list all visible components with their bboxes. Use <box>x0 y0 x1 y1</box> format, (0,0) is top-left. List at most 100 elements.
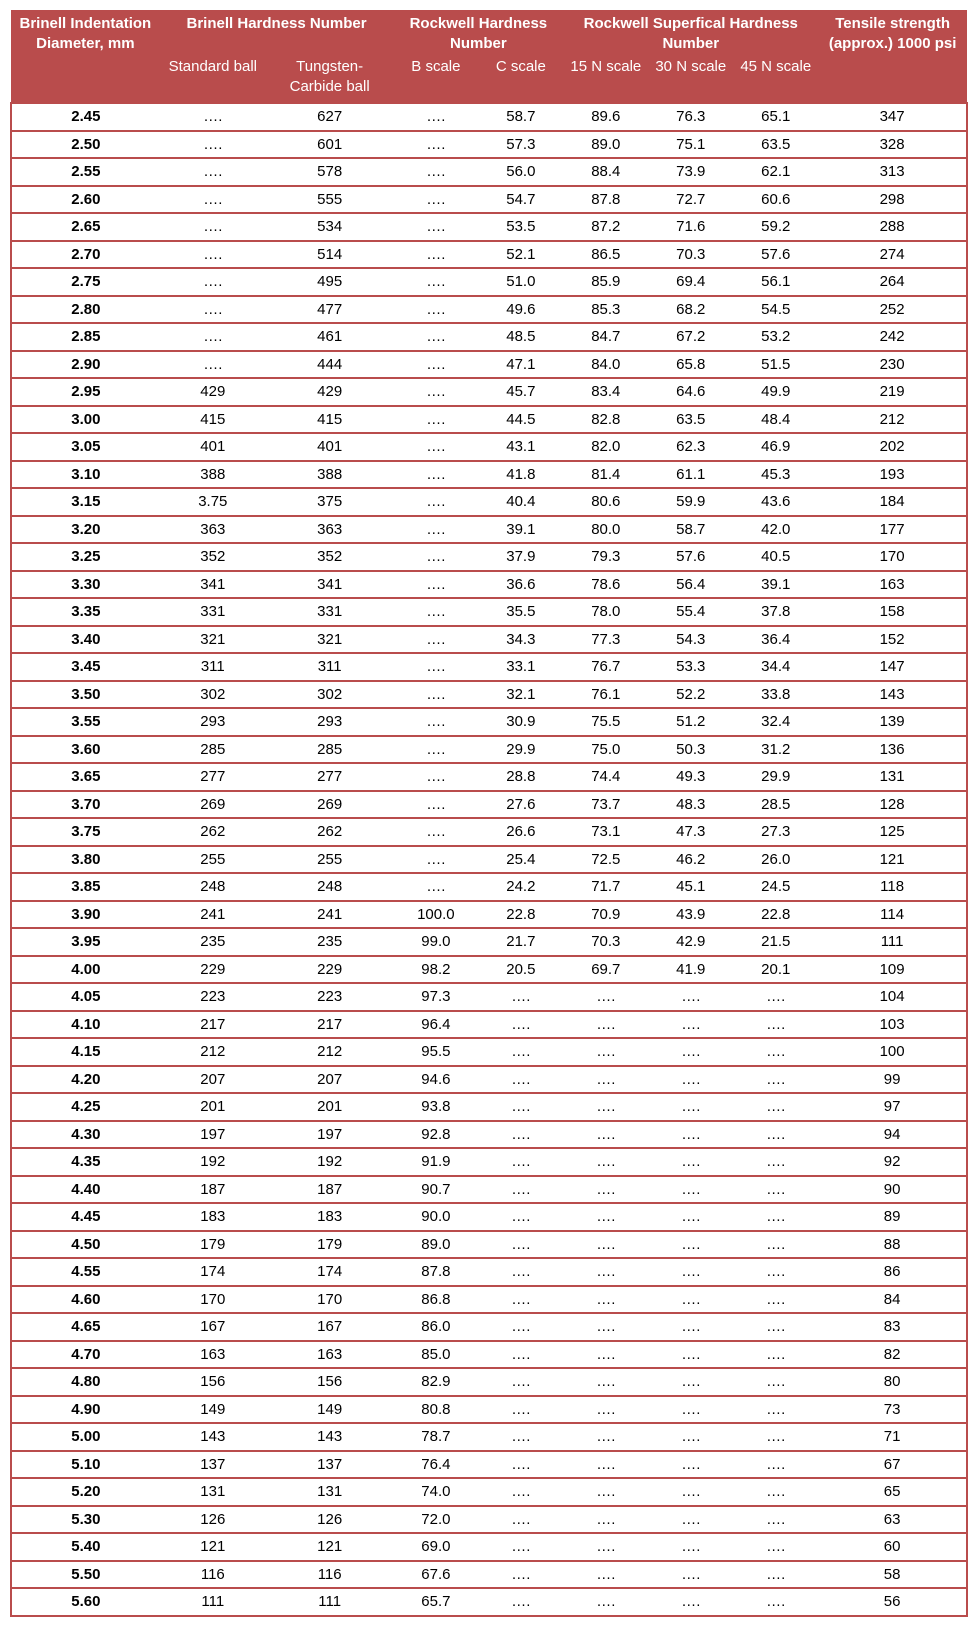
cell-n15: 89.6 <box>563 103 648 131</box>
cell-n15: …. <box>563 1038 648 1066</box>
cell-std_ball: 331 <box>160 598 266 626</box>
cell-c_scale: …. <box>478 1093 563 1121</box>
table-row: 5.1013713776.4….….….….67 <box>11 1451 967 1479</box>
cell-tc_ball: 341 <box>266 571 393 599</box>
cell-c_scale: 56.0 <box>478 158 563 186</box>
cell-n30: 76.3 <box>648 103 733 131</box>
cell-tensile: 158 <box>818 598 967 626</box>
table-row: 4.5017917989.0….….….….88 <box>11 1231 967 1259</box>
cell-b_scale: 100.0 <box>393 901 478 929</box>
cell-brinell_diam: 4.70 <box>11 1341 160 1369</box>
cell-n45: 48.4 <box>733 406 818 434</box>
table-row: 4.4518318390.0….….….….89 <box>11 1203 967 1231</box>
cell-tc_ball: 514 <box>266 241 393 269</box>
cell-std_ball: 255 <box>160 846 266 874</box>
cell-c_scale: …. <box>478 1066 563 1094</box>
cell-tensile: 111 <box>818 928 967 956</box>
cell-n15: 77.3 <box>563 626 648 654</box>
cell-std_ball: …. <box>160 296 266 324</box>
cell-n30: 61.1 <box>648 461 733 489</box>
cell-b_scale: 78.7 <box>393 1423 478 1451</box>
cell-n30: 41.9 <box>648 956 733 984</box>
cell-tc_ball: 170 <box>266 1286 393 1314</box>
cell-tensile: 97 <box>818 1093 967 1121</box>
cell-tensile: 83 <box>818 1313 967 1341</box>
cell-tensile: 82 <box>818 1341 967 1369</box>
cell-n15: …. <box>563 1588 648 1616</box>
cell-n30: …. <box>648 1121 733 1149</box>
subhead-30n: 30 N scale <box>648 57 733 103</box>
cell-b_scale: …. <box>393 213 478 241</box>
cell-b_scale: …. <box>393 158 478 186</box>
cell-tc_ball: 331 <box>266 598 393 626</box>
cell-b_scale: …. <box>393 296 478 324</box>
cell-tc_ball: 126 <box>266 1506 393 1534</box>
table-row: 2.80….477….49.685.368.254.5252 <box>11 296 967 324</box>
table-row: 3.20363363….39.180.058.742.0177 <box>11 516 967 544</box>
cell-c_scale: …. <box>478 1313 563 1341</box>
cell-n15: …. <box>563 1148 648 1176</box>
cell-tc_ball: 167 <box>266 1313 393 1341</box>
cell-c_scale: 53.5 <box>478 213 563 241</box>
cell-n15: …. <box>563 1368 648 1396</box>
cell-n15: 82.0 <box>563 433 648 461</box>
cell-n30: …. <box>648 1478 733 1506</box>
cell-brinell_diam: 4.00 <box>11 956 160 984</box>
cell-b_scale: 69.0 <box>393 1533 478 1561</box>
cell-n30: …. <box>648 1313 733 1341</box>
cell-tc_ball: 255 <box>266 846 393 874</box>
cell-n15: 85.3 <box>563 296 648 324</box>
cell-n15: …. <box>563 1506 648 1534</box>
cell-tensile: 90 <box>818 1176 967 1204</box>
table-row: 2.45….627….58.789.676.365.1347 <box>11 103 967 131</box>
cell-std_ball: 116 <box>160 1561 266 1589</box>
cell-c_scale: 40.4 <box>478 488 563 516</box>
cell-tensile: 242 <box>818 323 967 351</box>
cell-b_scale: 87.8 <box>393 1258 478 1286</box>
cell-n30: 51.2 <box>648 708 733 736</box>
cell-n45: 43.6 <box>733 488 818 516</box>
subhead-45n: 45 N scale <box>733 57 818 103</box>
cell-tc_ball: 156 <box>266 1368 393 1396</box>
cell-n15: 87.2 <box>563 213 648 241</box>
cell-brinell_diam: 4.55 <box>11 1258 160 1286</box>
cell-tensile: 94 <box>818 1121 967 1149</box>
cell-c_scale: 22.8 <box>478 901 563 929</box>
cell-n30: 57.6 <box>648 543 733 571</box>
cell-n15: …. <box>563 1286 648 1314</box>
cell-n45: 59.2 <box>733 213 818 241</box>
cell-tc_ball: 131 <box>266 1478 393 1506</box>
cell-n30: 54.3 <box>648 626 733 654</box>
cell-n45: 65.1 <box>733 103 818 131</box>
cell-tensile: 230 <box>818 351 967 379</box>
cell-n15: 83.4 <box>563 378 648 406</box>
cell-std_ball: 415 <box>160 406 266 434</box>
cell-c_scale: 54.7 <box>478 186 563 214</box>
cell-n45: …. <box>733 1011 818 1039</box>
cell-n15: 70.9 <box>563 901 648 929</box>
cell-n45: …. <box>733 1313 818 1341</box>
cell-tensile: 136 <box>818 736 967 764</box>
table-row: 4.3519219291.9….….….….92 <box>11 1148 967 1176</box>
table-row: 4.3019719792.8….….….….94 <box>11 1121 967 1149</box>
cell-tensile: 104 <box>818 983 967 1011</box>
cell-b_scale: 97.3 <box>393 983 478 1011</box>
cell-b_scale: …. <box>393 378 478 406</box>
cell-n30: 62.3 <box>648 433 733 461</box>
cell-tensile: 264 <box>818 268 967 296</box>
cell-n15: 70.3 <box>563 928 648 956</box>
cell-brinell_diam: 3.05 <box>11 433 160 461</box>
cell-n30: 68.2 <box>648 296 733 324</box>
cell-n30: 75.1 <box>648 131 733 159</box>
cell-n45: …. <box>733 1341 818 1369</box>
cell-n30: 65.8 <box>648 351 733 379</box>
cell-b_scale: 65.7 <box>393 1588 478 1616</box>
cell-n30: …. <box>648 1561 733 1589</box>
cell-n45: 29.9 <box>733 763 818 791</box>
cell-tc_ball: 229 <box>266 956 393 984</box>
cell-brinell_diam: 2.70 <box>11 241 160 269</box>
cell-std_ball: 352 <box>160 543 266 571</box>
cell-b_scale: …. <box>393 763 478 791</box>
cell-tensile: 80 <box>818 1368 967 1396</box>
cell-n30: 70.3 <box>648 241 733 269</box>
